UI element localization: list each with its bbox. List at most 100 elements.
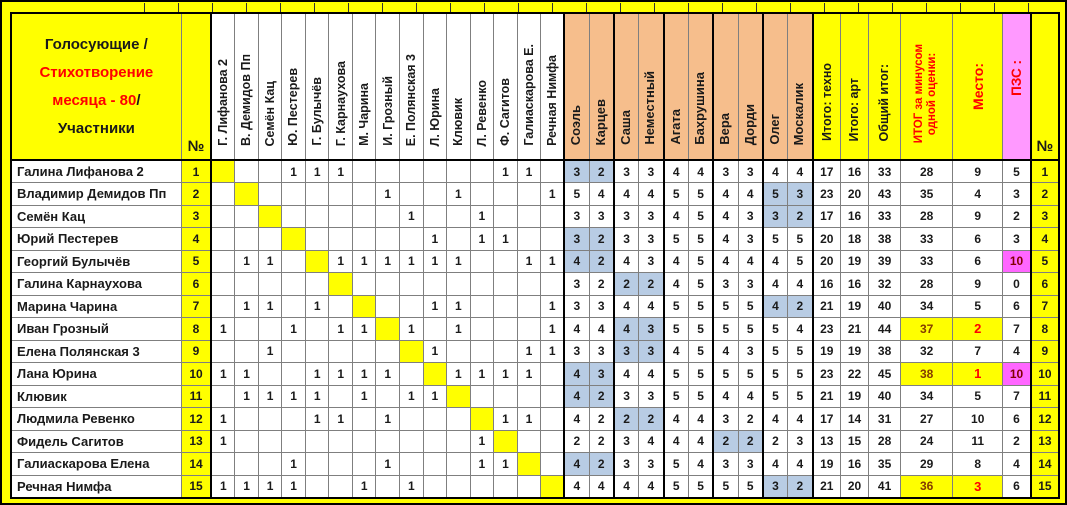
vote-cell[interactable]: 1: [540, 317, 565, 341]
voter-column-header[interactable]: Клювик: [446, 12, 471, 161]
row-number-cell[interactable]: 6: [180, 272, 212, 296]
art-total-cell[interactable]: 14: [840, 407, 870, 431]
judge-score-cell[interactable]: 3: [761, 204, 789, 228]
judge-score-cell[interactable]: 5: [761, 362, 789, 386]
row-number-cell-right[interactable]: 4: [1029, 227, 1060, 251]
place-cell[interactable]: 7: [952, 339, 1004, 363]
vote-cell[interactable]: 1: [304, 159, 330, 183]
voter-column-header[interactable]: Г. Лифанова 2: [210, 12, 236, 161]
row-number-cell[interactable]: 4: [180, 227, 212, 251]
judge-score-cell[interactable]: 5: [662, 362, 689, 386]
vote-cell[interactable]: [446, 452, 471, 476]
judge-score-cell[interactable]: 3: [638, 317, 665, 341]
judge-score-cell[interactable]: 5: [737, 294, 764, 318]
vote-cell[interactable]: 1: [516, 362, 542, 386]
vote-cell[interactable]: [281, 362, 306, 386]
vote-cell[interactable]: [281, 429, 306, 453]
vote-cell[interactable]: 1: [469, 452, 495, 476]
voter-column-header[interactable]: Речная Нимфа: [540, 12, 565, 161]
judge-score-cell[interactable]: 3: [787, 429, 814, 453]
judge-score-cell[interactable]: 5: [737, 362, 764, 386]
pzs-cell[interactable]: 6: [1002, 294, 1032, 318]
self-vote-cell[interactable]: [304, 249, 330, 273]
vote-cell[interactable]: 1: [516, 407, 542, 431]
row-number-cell[interactable]: 7: [180, 294, 212, 318]
vote-cell[interactable]: [493, 182, 518, 206]
row-number-cell-right[interactable]: 11: [1029, 384, 1060, 408]
tech-total-cell[interactable]: 17: [811, 407, 842, 431]
judge-score-cell[interactable]: 3: [563, 227, 590, 251]
vote-cell[interactable]: 1: [375, 249, 401, 273]
vote-cell[interactable]: [493, 339, 518, 363]
judge-score-cell[interactable]: 2: [588, 429, 615, 453]
vote-cell[interactable]: 1: [399, 317, 424, 341]
art-total-cell[interactable]: 19: [840, 384, 870, 408]
vote-cell[interactable]: 1: [469, 362, 495, 386]
vote-cell[interactable]: [493, 384, 518, 408]
art-total-cell[interactable]: 16: [840, 452, 870, 476]
judge-score-cell[interactable]: 4: [612, 362, 640, 386]
grand-total-cell[interactable]: 41: [868, 474, 902, 498]
vote-cell[interactable]: 1: [493, 362, 518, 386]
art-total-cell[interactable]: 19: [840, 339, 870, 363]
judge-score-cell[interactable]: 2: [761, 429, 789, 453]
tech-total-cell[interactable]: 21: [811, 384, 842, 408]
vote-cell[interactable]: [210, 227, 236, 251]
vote-cell[interactable]: 1: [422, 249, 448, 273]
vote-cell[interactable]: 1: [446, 362, 471, 386]
judge-score-cell[interactable]: 2: [588, 249, 615, 273]
row-number-cell[interactable]: 3: [180, 204, 212, 228]
adjusted-total-cell[interactable]: 28: [900, 272, 954, 296]
judge-score-cell[interactable]: 2: [612, 407, 640, 431]
vote-cell[interactable]: 1: [399, 474, 424, 498]
vote-cell[interactable]: [257, 272, 283, 296]
judge-score-cell[interactable]: 3: [712, 159, 739, 183]
vote-cell[interactable]: [234, 317, 259, 341]
judge-score-cell[interactable]: 3: [612, 384, 640, 408]
vote-cell[interactable]: [210, 204, 236, 228]
judge-score-cell[interactable]: 2: [588, 272, 615, 296]
vote-cell[interactable]: [234, 272, 259, 296]
vote-cell[interactable]: [281, 272, 306, 296]
pzs-cell[interactable]: 3: [1002, 182, 1032, 206]
judge-score-cell[interactable]: 5: [787, 362, 814, 386]
art-total-cell[interactable]: 15: [840, 429, 870, 453]
judge-score-cell[interactable]: 4: [638, 362, 665, 386]
vote-cell[interactable]: [328, 474, 353, 498]
row-number-cell[interactable]: 5: [180, 249, 212, 273]
adjusted-total-header[interactable]: ИТОГ за минусом одной оценки:: [900, 12, 954, 161]
adjusted-total-cell[interactable]: 29: [900, 452, 954, 476]
vote-cell[interactable]: [375, 204, 401, 228]
row-number-cell-right[interactable]: 5: [1029, 249, 1060, 273]
judge-score-cell[interactable]: 5: [687, 339, 714, 363]
vote-cell[interactable]: 1: [304, 384, 330, 408]
vote-cell[interactable]: [375, 294, 401, 318]
vote-cell[interactable]: [516, 294, 542, 318]
vote-cell[interactable]: 1: [328, 317, 353, 341]
vote-cell[interactable]: [304, 429, 330, 453]
judge-score-cell[interactable]: 2: [638, 407, 665, 431]
row-number-cell[interactable]: 14: [180, 452, 212, 476]
judge-score-cell[interactable]: 5: [687, 204, 714, 228]
adjusted-total-cell[interactable]: 33: [900, 227, 954, 251]
vote-cell[interactable]: 1: [516, 339, 542, 363]
judge-score-cell[interactable]: 3: [712, 272, 739, 296]
art-total-cell[interactable]: 20: [840, 474, 870, 498]
art-total-cell[interactable]: 19: [840, 249, 870, 273]
judge-score-cell[interactable]: 4: [638, 182, 665, 206]
vote-cell[interactable]: [304, 452, 330, 476]
judge-score-cell[interactable]: 5: [687, 474, 714, 498]
vote-cell[interactable]: [493, 249, 518, 273]
pzs-cell[interactable]: 10: [1002, 362, 1032, 386]
vote-cell[interactable]: 1: [281, 474, 306, 498]
self-vote-cell[interactable]: [540, 474, 565, 498]
vote-cell[interactable]: [257, 182, 283, 206]
judge-score-cell[interactable]: 2: [588, 407, 615, 431]
pzs-cell[interactable]: 7: [1002, 317, 1032, 341]
vote-cell[interactable]: 1: [422, 339, 448, 363]
vote-cell[interactable]: [234, 407, 259, 431]
adjusted-total-cell[interactable]: 35: [900, 182, 954, 206]
row-number-cell-right[interactable]: 8: [1029, 317, 1060, 341]
judge-column-header[interactable]: Соэль: [563, 12, 590, 161]
judge-score-cell[interactable]: 4: [662, 159, 689, 183]
